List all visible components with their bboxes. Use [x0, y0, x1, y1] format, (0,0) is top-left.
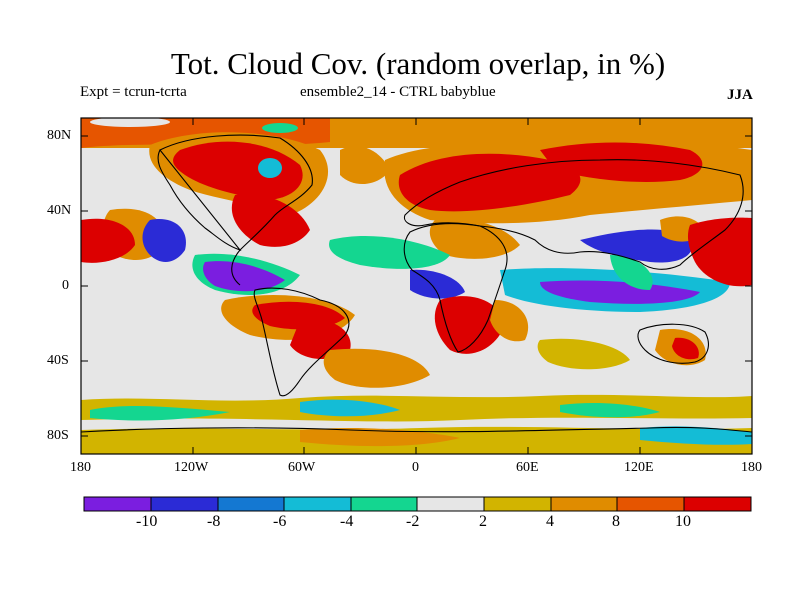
lon-tick-label: 120E: [624, 460, 654, 475]
colorbar-bin: [484, 497, 551, 511]
lon-tick-label: 180: [70, 460, 91, 475]
colorbar-tick-label: -2: [406, 513, 420, 530]
colorbar-bin: [351, 497, 417, 511]
coast-eurasia: [403, 159, 744, 270]
colorbar-bin: [218, 497, 284, 511]
coast-south-america: [253, 287, 350, 397]
trop-atlantic-green: [329, 235, 450, 269]
so-green-2: [560, 402, 660, 418]
indian-ocean-purple: [540, 280, 700, 304]
n-atlantic-orange: [340, 146, 390, 185]
colorbar-tick-label: 2: [479, 513, 487, 530]
plot-subtitle: ensemble2_14 - CTRL babyblue: [300, 84, 496, 100]
madagascar-orange: [490, 300, 529, 342]
e-pacific-blue: [142, 219, 186, 262]
lon-tick-label: 60E: [516, 460, 539, 475]
coast-north-america: [157, 134, 313, 286]
w-africa-blue: [410, 269, 465, 299]
s-africa-red: [434, 296, 505, 354]
colorbar-bin: [151, 497, 218, 511]
pacific-w-red: [81, 218, 135, 263]
colorbar-outlines: [83, 496, 752, 512]
colorbar-bin: [417, 497, 484, 511]
so-cyan-1: [300, 399, 400, 417]
coast-australia: [637, 323, 709, 364]
so-green-1: [90, 406, 230, 421]
europe-red: [398, 153, 581, 212]
lat-tick-label: 40S: [47, 353, 69, 368]
lon-tick-label: 0: [412, 460, 419, 475]
colorbar-bin: [551, 497, 617, 511]
experiment-label: Expt = tcrun-tcrta: [80, 84, 187, 100]
e-pacific-purple: [203, 261, 285, 292]
season-label: JJA: [727, 87, 753, 103]
lon-tick-label: 120W: [174, 460, 209, 475]
arctic-neutral-1: [90, 118, 170, 127]
colorbar-bin: [84, 497, 151, 511]
colorbar-tick-label: 8: [612, 513, 620, 530]
colorbar-tick-label: 10: [675, 513, 691, 530]
lon-tick-label: 60W: [288, 460, 316, 475]
lat-tick-label: 0: [62, 278, 69, 293]
australia-red: [672, 337, 699, 360]
anomaly-field: [81, 118, 752, 454]
hudson-cyan: [258, 158, 282, 178]
maritime-green: [610, 255, 653, 290]
brazil-red: [290, 319, 351, 360]
s-indian-yellow: [537, 338, 630, 370]
colorbar-bin: [617, 497, 684, 511]
plot-title: Tot. Cloud Cov. (random overlap, in %): [170, 46, 666, 81]
na-red: [173, 141, 303, 200]
colorbar-bin: [284, 497, 351, 511]
colorbar: [83, 496, 752, 512]
lat-tick-label: 40N: [47, 203, 72, 218]
colorbar-tick-label: 4: [546, 513, 554, 530]
lat-tick-label: 80N: [47, 128, 72, 143]
lat-tick-label: 80S: [47, 428, 69, 443]
coast-antarctica: [81, 426, 752, 433]
coastlines: [81, 134, 752, 433]
colorbar-tick-label: -8: [207, 513, 221, 530]
colorbar-tick-label: -4: [340, 513, 354, 530]
s-atlantic-orange: [323, 348, 430, 388]
us-east-red: [231, 194, 310, 247]
map-ticks: [81, 118, 752, 454]
colorbar-bin: [684, 497, 751, 511]
colorbar-tick-label: -10: [136, 513, 158, 530]
w-pacific-red: [687, 217, 752, 287]
antarctic-orange: [300, 427, 460, 447]
antarctic-cyan: [640, 426, 752, 445]
lon-tick-label: 180: [741, 460, 762, 475]
siberia-red: [540, 142, 703, 182]
s-asia-blue: [580, 229, 693, 263]
colorbar-tick-label: -6: [273, 513, 287, 530]
arctic-green-1: [262, 123, 298, 133]
